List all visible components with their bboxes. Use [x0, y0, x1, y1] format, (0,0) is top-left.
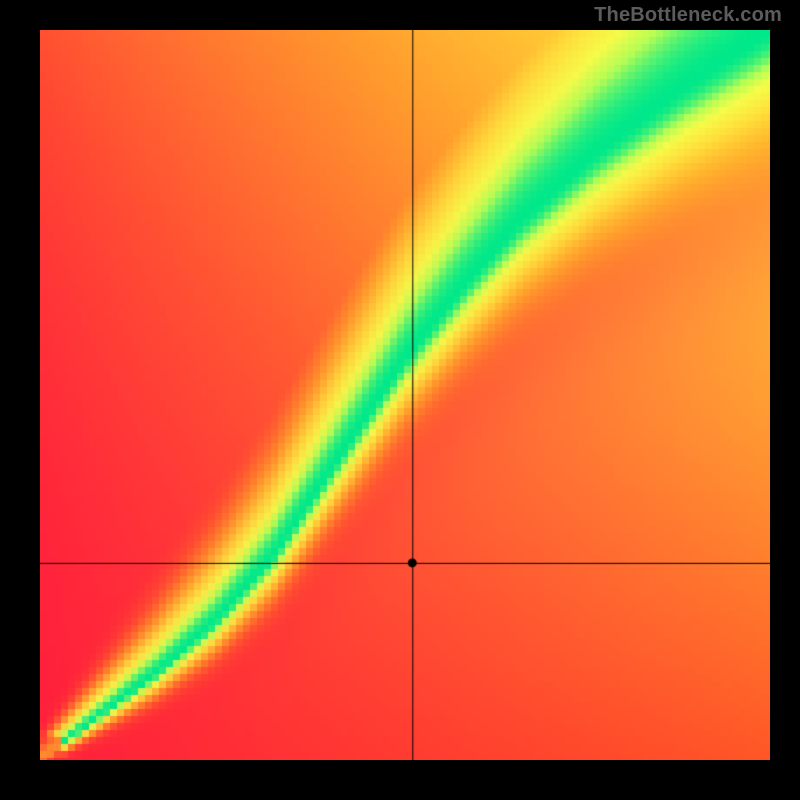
watermark-label: TheBottleneck.com: [594, 4, 782, 27]
page-root: TheBottleneck.com: [0, 0, 800, 800]
bottleneck-heatmap: [40, 30, 770, 760]
